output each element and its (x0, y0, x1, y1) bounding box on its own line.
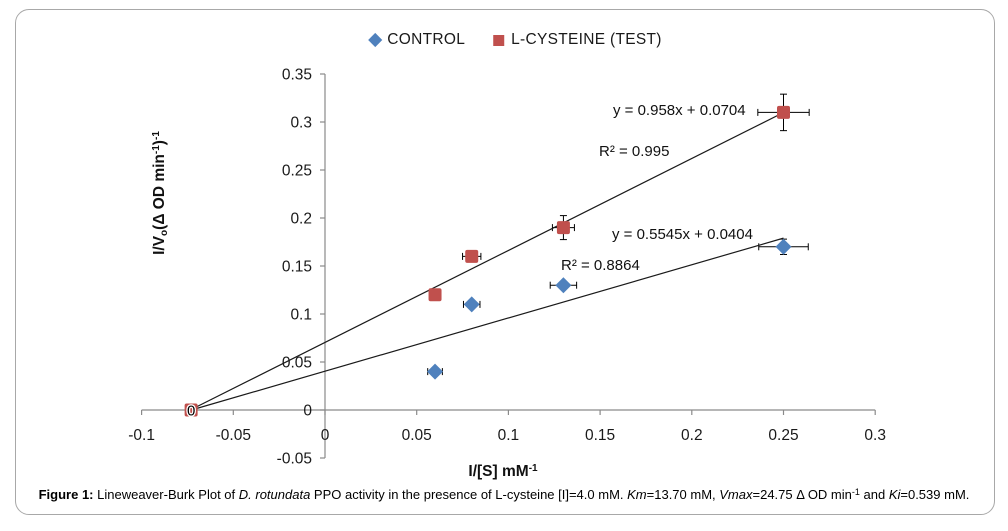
text-segment: -1 (528, 463, 538, 474)
x-tick-label: 0.05 (402, 427, 432, 444)
text-segment: I/V (151, 235, 168, 255)
x-tick-label: -0.1 (128, 427, 155, 444)
y-tick-label: 0.1 (290, 307, 312, 324)
y-tick-label: 0.3 (290, 115, 312, 132)
data-point-marker (184, 403, 198, 417)
y-tick-label: 0.25 (282, 163, 312, 180)
text-segment: -1 (151, 131, 162, 141)
test-equation-label: y = 0.958x + 0.0704 (613, 102, 746, 119)
data-point-label: 0 (187, 403, 195, 420)
text-segment: =13.70 mM, (646, 487, 720, 502)
trendline (189, 111, 784, 411)
x-tick-label: 0.15 (585, 427, 615, 444)
trendline (191, 237, 784, 411)
x-tick-label: 0.1 (498, 427, 520, 444)
data-point-marker (465, 249, 479, 263)
y-tick-label: 0 (303, 403, 312, 420)
test-square-icon (493, 34, 505, 46)
data-point-marker (777, 105, 790, 119)
text-segment: Vmax (719, 487, 753, 502)
text-segment: =0.539 mM. (900, 487, 970, 502)
text-segment: (Δ OD min (151, 154, 168, 230)
text-segment: Figure 1: (38, 487, 94, 502)
x-tick-label: 0.3 (864, 427, 886, 444)
chart-legend: CONTROL L-CYSTEINE (TEST) (368, 31, 662, 49)
text-segment: Lineweaver-Burk Plot of (93, 487, 239, 502)
legend-label-control: CONTROL (387, 31, 466, 48)
legend-item-test: L-CYSTEINE (TEST) (493, 31, 662, 49)
text-segment: -1 (851, 487, 860, 497)
x-tick-label: 0.25 (768, 427, 798, 444)
text-segment: Ki (888, 487, 901, 502)
text-segment: Km (627, 487, 647, 502)
data-point-marker (555, 277, 572, 294)
data-point-marker (556, 221, 570, 235)
control-r2-label: R² = 0.8864 (561, 257, 640, 274)
text-segment: =24.75 Δ OD min (752, 487, 852, 502)
y-tick-label: 0.15 (282, 259, 312, 276)
control-equation-label: y = 0.5545x + 0.0404 (612, 226, 753, 243)
x-tick-label: 0.2 (681, 427, 703, 444)
y-tick-label: 0.2 (290, 211, 312, 228)
x-axis-title: I/[S] mM-1 (468, 463, 537, 481)
data-point-marker (427, 363, 444, 380)
data-point-marker (428, 288, 442, 302)
text-segment: and (859, 487, 889, 502)
data-point-marker (775, 238, 792, 255)
test-r2-label: R² = 0.995 (599, 143, 670, 160)
text-segment: I/[S] mM (468, 463, 529, 480)
figure-border (15, 9, 995, 515)
y-tick-label: -0.05 (277, 451, 312, 468)
y-axis-title: I/Vo(Δ OD min-1)-1 (151, 131, 170, 255)
legend-label-test: L-CYSTEINE (TEST) (511, 31, 662, 48)
figure-caption: Figure 1: Lineweaver-Burk Plot of D. rot… (24, 487, 984, 504)
control-diamond-icon (368, 32, 383, 48)
data-point-marker (463, 296, 480, 313)
text-segment: PPO activity in the presence of L-cystei… (310, 487, 628, 502)
x-tick-label: 0 (321, 427, 330, 444)
y-tick-label: 0.35 (282, 67, 312, 84)
text-segment: D. rotundata (238, 487, 311, 502)
x-tick-label: -0.05 (216, 427, 251, 444)
text-segment: o (159, 229, 170, 236)
text-segment: -1 (151, 145, 162, 155)
y-tick-label: 0.05 (282, 355, 312, 372)
legend-item-control: CONTROL (368, 31, 466, 49)
